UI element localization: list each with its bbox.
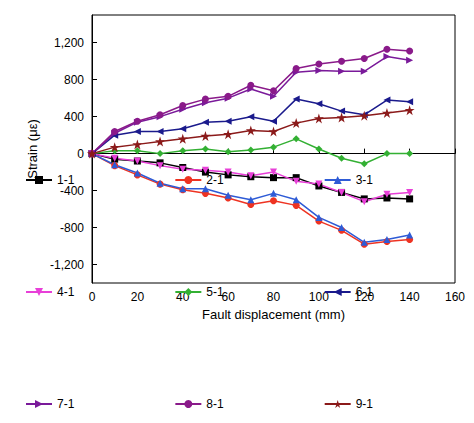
svg-text:3-1: 3-1 [356,173,374,187]
svg-text:0: 0 [89,290,96,304]
svg-text:400: 400 [64,110,84,124]
svg-text:1,200: 1,200 [54,36,84,50]
svg-text:800: 800 [64,73,84,87]
svg-text:100: 100 [308,290,329,304]
svg-text:7-1: 7-1 [57,397,75,411]
svg-text:140: 140 [400,290,420,304]
svg-text:6-1: 6-1 [356,285,374,299]
svg-text:2-1: 2-1 [206,173,224,187]
svg-text:80: 80 [267,290,281,304]
svg-text:-1,200: -1,200 [50,258,84,272]
svg-text:160: 160 [445,290,465,304]
svg-text:9-1: 9-1 [356,397,374,411]
svg-text:-800: -800 [60,221,84,235]
svg-text:Fault displacement (mm): Fault displacement (mm) [202,307,345,322]
svg-text:Strain (με): Strain (με) [25,119,40,179]
svg-text:20: 20 [131,290,145,304]
svg-text:-400: -400 [60,183,84,198]
svg-text:5-1: 5-1 [206,285,224,299]
svg-text:1-1: 1-1 [57,173,75,187]
svg-text:0: 0 [77,147,84,161]
svg-text:8-1: 8-1 [206,397,224,411]
svg-text:60: 60 [221,290,235,304]
svg-text:4-1: 4-1 [57,285,75,299]
svg-text:40: 40 [176,290,190,304]
